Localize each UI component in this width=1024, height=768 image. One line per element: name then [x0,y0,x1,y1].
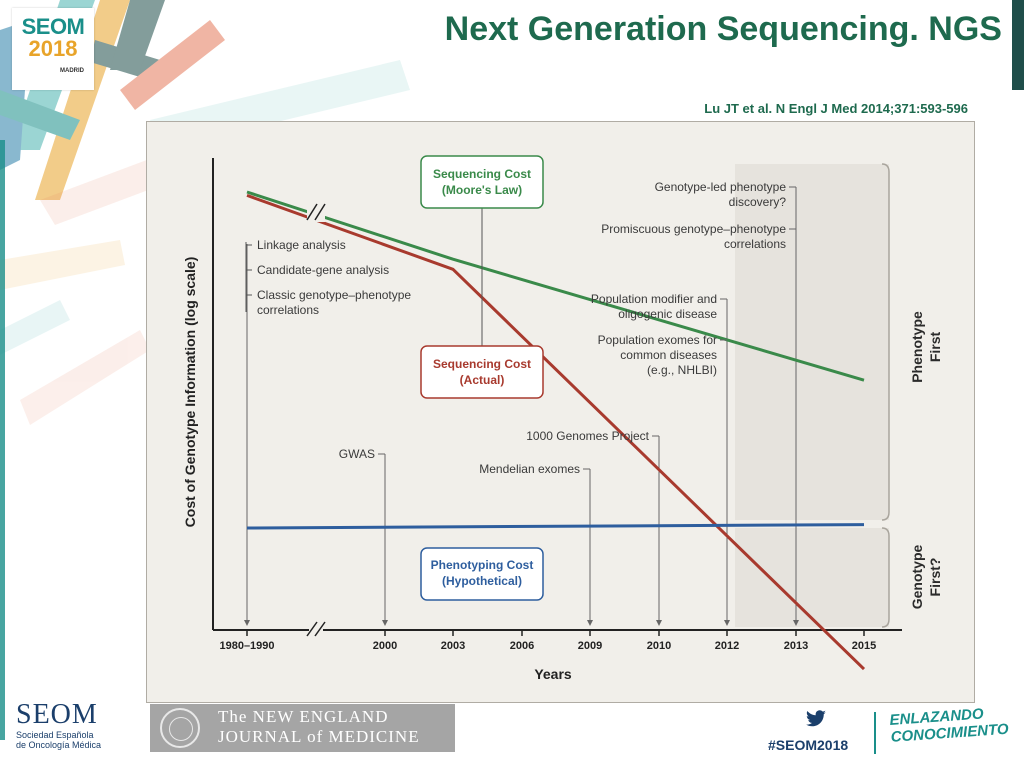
annotation-arrowhead [382,620,388,626]
slide-title: Next Generation Sequencing. NGS [444,10,1002,48]
footer-org-subtitle: Sociedad Española [16,730,94,740]
x-tick-label: 2000 [373,640,397,652]
hashtag: #SEOM2018 [768,737,849,753]
break-mark [306,203,318,221]
left-accent-strip [0,140,5,740]
seom-2018-logo: SEOM 2018 MADRID [12,8,94,90]
annotation-text: Classic genotype–phenotype [257,288,411,302]
annotation-text: discovery? [729,195,787,209]
annotation-text: correlations [257,303,319,317]
series-axis-break [306,202,326,222]
tagline: ENLAZANDO CONOCIMIENTO [889,703,1016,745]
series-label-line: Sequencing Cost [433,357,531,371]
logo-brand: SEOM [21,14,85,39]
journal-name-line: JOURNAL of MEDICINE [218,727,420,746]
annotation-text: correlations [724,237,786,251]
break-gap [307,202,325,222]
x-tick-label: 2010 [647,640,671,652]
twitter-bird-icon[interactable] [805,710,827,728]
annotation-arrowhead [793,620,799,626]
right-accent-bar [1012,0,1024,90]
cost-chart: Phenotype First Genotype First? Cost of … [182,155,943,682]
series-label-line: Sequencing Cost [433,167,531,181]
region-genotype-first: Genotype First? [735,527,943,628]
series-label-actual: Sequencing Cost (Actual) [420,240,544,399]
footer-org-name: SEOM [16,699,98,730]
annotation-text: (e.g., NHLBI) [647,363,717,377]
x-axis-label: Years [534,666,572,682]
annotation-text: Genotype-led phenotype [655,180,787,194]
x-tick-label: 2012 [715,640,739,652]
annotation-arrowhead [724,620,730,626]
region-label: Genotype [909,545,925,610]
annotation-text: 1000 Genomes Project [526,429,649,443]
series-label-line: (Actual) [460,373,505,387]
annotation-text: Mendelian exomes [479,462,580,476]
region-label: Phenotype [909,311,925,383]
nejm-banner: The NEW ENGLAND JOURNAL of MEDICINE [150,704,455,752]
series-label-moores-law: Sequencing Cost (Moore's Law) [420,155,544,240]
annotation-text: Promiscuous genotype–phenotype [601,222,786,236]
x-tick-label: 2006 [510,640,534,652]
series-label-line: Phenotyping Cost [431,558,534,572]
annotation-arrowhead [656,620,662,626]
series-line [246,523,865,530]
break-mark [314,203,326,221]
annotation-arrowhead [244,620,250,626]
footer-divider [874,712,876,754]
region-label: First [927,331,943,362]
left-annotation-bracket [245,242,252,312]
annotation-text: GWAS [339,447,375,461]
nejm-seal-icon [160,708,200,748]
x-tick-label: 1980–1990 [219,640,274,652]
series-label-line: (Moore's Law) [442,183,522,197]
series-label-phenotyping: Phenotyping Cost (Hypothetical) [420,547,544,601]
citation: Lu JT et al. N Engl J Med 2014;371:593-5… [704,101,968,116]
x-tick-label: 2009 [578,640,602,652]
annotation-arrowhead [587,620,593,626]
logo-year: 2018 [28,36,78,61]
annotation-text: Population modifier and [591,292,717,306]
journal-name-line: The NEW ENGLAND [218,707,389,726]
annotation-text: Linkage analysis [257,238,346,252]
footer-org-subtitle: de Oncología Médica [16,740,102,750]
series-label-line: (Hypothetical) [442,574,522,588]
figure-frame: Phenotype First Genotype First? Cost of … [146,121,975,703]
x-axis-break [306,621,326,638]
region-phenotype-first: Phenotype First [735,163,943,521]
x-tick-label: 2003 [441,640,465,652]
x-tick-label: 2013 [784,640,808,652]
annotation-text: Candidate-gene analysis [257,263,389,277]
annotation-text: Population exomes for [598,333,717,347]
annotation-text: common diseases [620,348,717,362]
region-label: First? [927,558,943,597]
logo-city: MADRID [60,68,84,74]
y-axis-label: Cost of Genotype Information (log scale) [182,257,198,528]
seom-footer-logo: SEOM Sociedad Española de Oncología Médi… [16,699,102,751]
annotation-text: oligogenic disease [618,307,717,321]
x-tick-label: 2015 [852,640,876,652]
